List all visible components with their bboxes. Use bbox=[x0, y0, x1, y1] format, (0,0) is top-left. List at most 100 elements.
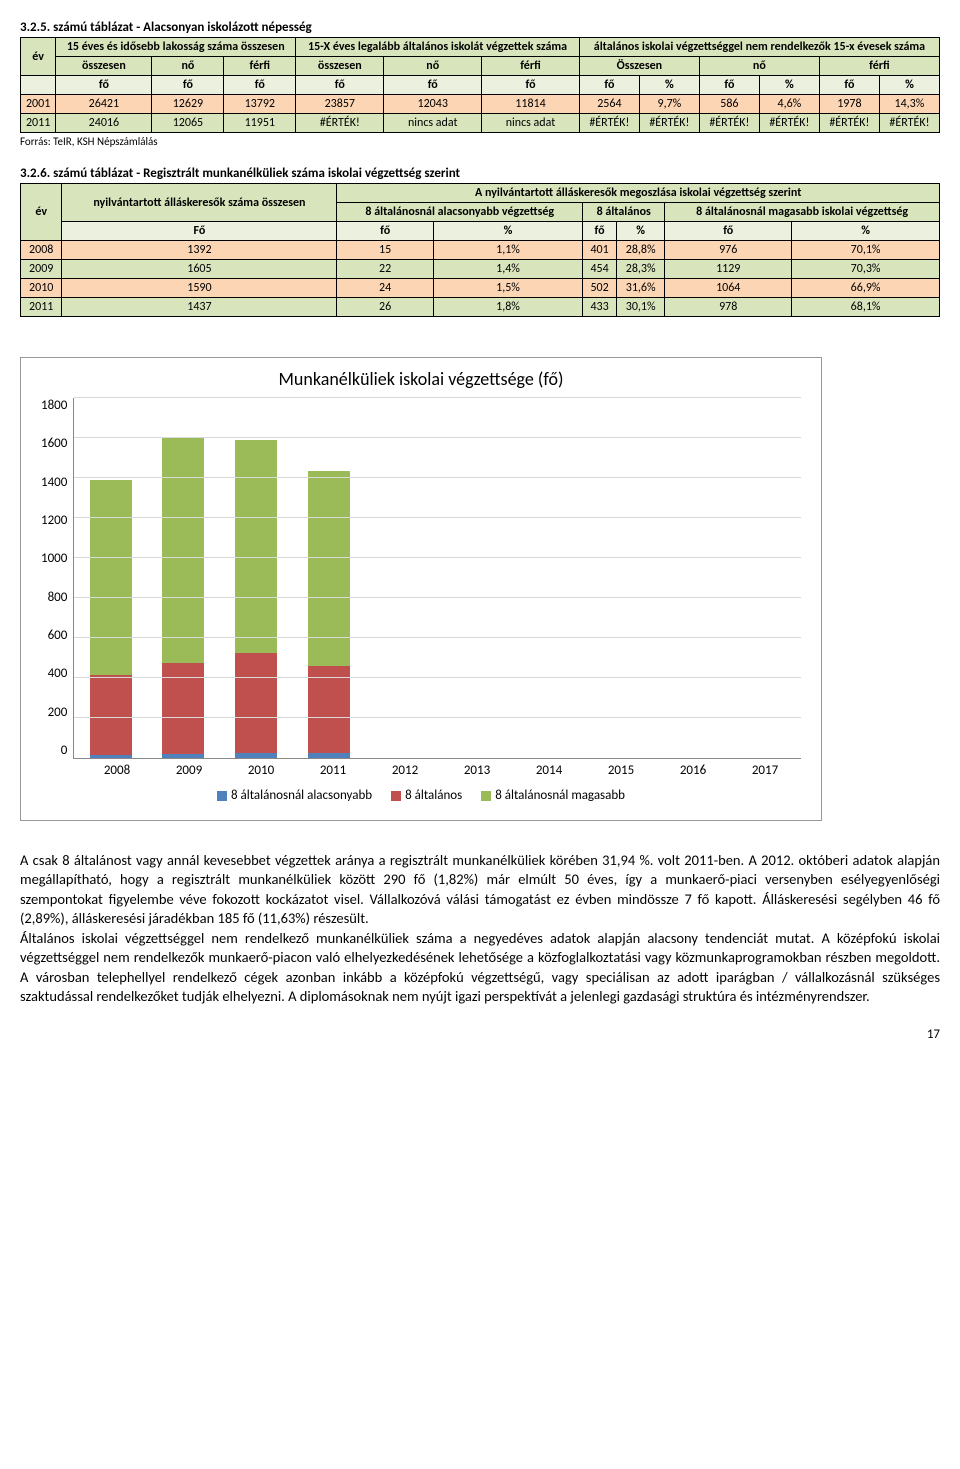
cell: 28,3% bbox=[617, 260, 665, 279]
x-tick: 2013 bbox=[441, 763, 513, 778]
cell: 30,1% bbox=[617, 298, 665, 317]
bar-slot bbox=[292, 398, 365, 758]
t2-h-c2: 8 általános bbox=[583, 203, 665, 222]
stacked-bar bbox=[308, 471, 350, 758]
legend-low: 8 általánosnál alacsonyabb bbox=[217, 788, 372, 803]
t2-u: fő bbox=[337, 222, 434, 241]
y-tick: 1200 bbox=[41, 513, 67, 528]
cell: 11814 bbox=[482, 95, 580, 114]
cell: 1064 bbox=[665, 279, 792, 298]
bar-slot bbox=[728, 398, 801, 758]
chart-plot bbox=[73, 398, 801, 759]
table-row: 2011240161206511951#ÉRTÉK!nincs adatninc… bbox=[21, 114, 940, 133]
cell: #ÉRTÉK! bbox=[699, 114, 759, 133]
page-number: 17 bbox=[20, 1027, 940, 1042]
y-tick: 1400 bbox=[41, 475, 67, 490]
cell: #ÉRTÉK! bbox=[639, 114, 699, 133]
bar-segment bbox=[90, 675, 132, 755]
cell: 502 bbox=[583, 279, 617, 298]
cell: 4,6% bbox=[759, 95, 819, 114]
cell: 586 bbox=[699, 95, 759, 114]
gridline bbox=[74, 397, 801, 398]
chart-y-axis: 180016001400120010008006004002000 bbox=[41, 398, 73, 758]
cell: 12065 bbox=[152, 114, 224, 133]
gridline bbox=[74, 597, 801, 598]
x-tick: 2017 bbox=[729, 763, 801, 778]
bar-slot bbox=[74, 398, 147, 758]
gridline bbox=[74, 637, 801, 638]
cell: 401 bbox=[583, 241, 617, 260]
x-tick: 2012 bbox=[369, 763, 441, 778]
stacked-bar bbox=[235, 440, 277, 758]
cell: 26 bbox=[337, 298, 434, 317]
t1-u: fő bbox=[56, 76, 152, 95]
legend-swatch bbox=[217, 791, 227, 801]
t1-h-g1: 15 éves és idősebb lakosság száma összes… bbox=[56, 38, 296, 57]
bar-slot bbox=[438, 398, 511, 758]
y-tick: 1600 bbox=[41, 436, 67, 451]
cell: 12629 bbox=[152, 95, 224, 114]
t1-h-ossz2: összesen bbox=[296, 57, 384, 76]
cell: 24016 bbox=[56, 114, 152, 133]
cell: 66,9% bbox=[792, 279, 940, 298]
cell: 13792 bbox=[224, 95, 296, 114]
cell: 68,1% bbox=[792, 298, 940, 317]
cell: 9,7% bbox=[639, 95, 699, 114]
legend-high: 8 általánosnál magasabb bbox=[481, 788, 625, 803]
table1-title: 3.2.5. számú táblázat - Alacsonyan iskol… bbox=[20, 20, 940, 35]
chart-x-axis: 2008200920102011201220132014201520162017 bbox=[81, 763, 801, 778]
t1-h-no2: nő bbox=[384, 57, 482, 76]
cell: #ÉRTÉK! bbox=[819, 114, 879, 133]
table1-source: Forrás: TeIR, KSH Népszámlálás bbox=[20, 135, 940, 148]
table-row: 20081392151,1%40128,8%97670,1% bbox=[21, 241, 940, 260]
cell: 70,3% bbox=[792, 260, 940, 279]
bar-slot bbox=[656, 398, 729, 758]
cell-year: 2011 bbox=[21, 298, 62, 317]
cell: 1978 bbox=[819, 95, 879, 114]
bar-slot bbox=[510, 398, 583, 758]
cell: 1590 bbox=[62, 279, 337, 298]
t2-u: fő bbox=[583, 222, 617, 241]
cell: 1605 bbox=[62, 260, 337, 279]
bar-slot bbox=[365, 398, 438, 758]
t1-u: fő bbox=[579, 76, 639, 95]
t1-h-ossz: összesen bbox=[56, 57, 152, 76]
table-row: 20111437261,8%43330,1%97868,1% bbox=[21, 298, 940, 317]
t2-u: % bbox=[433, 222, 582, 241]
gridline bbox=[74, 717, 801, 718]
t1-u: fő bbox=[152, 76, 224, 95]
t1-h-ferfi2: férfi bbox=[482, 57, 580, 76]
t1-u: fő bbox=[482, 76, 580, 95]
t2-h-meg: A nyilvántartott álláskeresők megoszlása… bbox=[337, 184, 940, 203]
table-row: 20101590241,5%50231,6%106466,9% bbox=[21, 279, 940, 298]
bar-segment bbox=[308, 666, 350, 753]
x-tick: 2016 bbox=[657, 763, 729, 778]
cell-year: 2010 bbox=[21, 279, 62, 298]
cell-year: 2001 bbox=[21, 95, 56, 114]
legend-label: 8 általános bbox=[405, 788, 462, 803]
legend-label: 8 általánosnál alacsonyabb bbox=[231, 788, 372, 803]
bar-segment bbox=[162, 437, 204, 663]
t1-h-ferfi3: férfi bbox=[819, 57, 939, 76]
t1-h-g3: általános iskolai végzettséggel nem rend… bbox=[579, 38, 939, 57]
t1-h-Ossz: Összesen bbox=[579, 57, 699, 76]
t2-u: Fő bbox=[62, 222, 337, 241]
legend-swatch bbox=[481, 791, 491, 801]
t2-u: % bbox=[792, 222, 940, 241]
t1-h-g2: 15-X éves legalább általános iskolát vég… bbox=[296, 38, 580, 57]
t1-u: fő bbox=[384, 76, 482, 95]
y-tick: 800 bbox=[48, 590, 68, 605]
cell: nincs adat bbox=[482, 114, 580, 133]
cell: 11951 bbox=[224, 114, 296, 133]
t1-u bbox=[21, 76, 56, 95]
cell: 978 bbox=[665, 298, 792, 317]
cell-year: 2011 bbox=[21, 114, 56, 133]
bar-slot bbox=[583, 398, 656, 758]
chart-title: Munkanélküliek iskolai végzettsége (fő) bbox=[41, 368, 801, 390]
y-tick: 1800 bbox=[41, 398, 67, 413]
t2-h-c1: 8 általánosnál alacsonyabb végzettség bbox=[337, 203, 583, 222]
cell: 1,4% bbox=[433, 260, 582, 279]
gridline bbox=[74, 477, 801, 478]
t2-h-nyil: nyilvántartott álláskeresők száma összes… bbox=[62, 184, 337, 222]
cell: 22 bbox=[337, 260, 434, 279]
